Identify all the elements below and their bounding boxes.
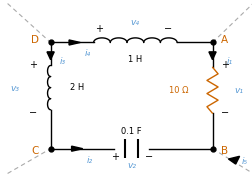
- Text: i₂: i₂: [86, 156, 92, 165]
- Text: v₂: v₂: [127, 161, 136, 170]
- Polygon shape: [71, 146, 82, 151]
- Polygon shape: [228, 156, 239, 164]
- Text: 10 Ω: 10 Ω: [168, 86, 188, 95]
- Text: C: C: [32, 146, 39, 156]
- Text: v₁: v₁: [233, 86, 242, 95]
- Polygon shape: [69, 40, 80, 45]
- Text: +: +: [111, 152, 119, 162]
- Text: v₃: v₃: [11, 84, 20, 93]
- Polygon shape: [47, 52, 54, 60]
- Text: i₃: i₃: [59, 57, 65, 65]
- Text: i₄: i₄: [84, 50, 90, 58]
- Text: A: A: [220, 35, 228, 45]
- Text: i₅: i₅: [241, 158, 247, 166]
- Text: 1 H: 1 H: [128, 55, 142, 64]
- Text: 2 H: 2 H: [69, 83, 83, 92]
- Text: 0.1 F: 0.1 F: [121, 127, 141, 136]
- Text: −: −: [29, 108, 37, 118]
- Text: B: B: [220, 146, 228, 156]
- Text: −: −: [164, 24, 172, 34]
- Text: +: +: [29, 60, 37, 70]
- Text: −: −: [145, 152, 153, 162]
- Text: +: +: [220, 60, 229, 70]
- Polygon shape: [208, 52, 215, 60]
- Text: i₁: i₁: [226, 57, 232, 65]
- Text: −: −: [220, 108, 229, 118]
- Text: v₄: v₄: [130, 18, 139, 27]
- Text: +: +: [94, 24, 102, 34]
- Text: D: D: [31, 35, 39, 45]
